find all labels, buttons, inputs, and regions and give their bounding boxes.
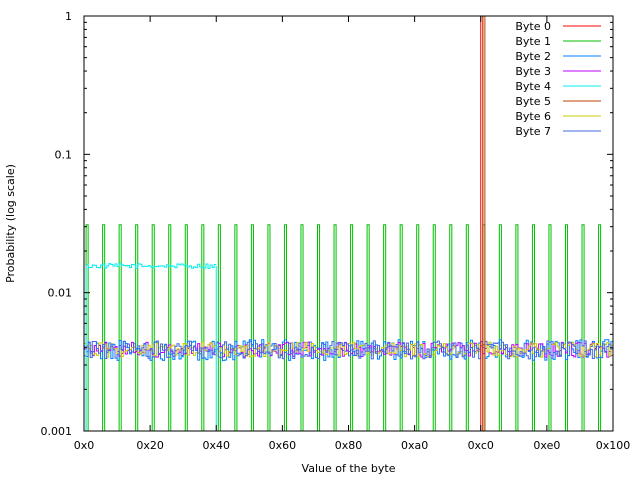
series-spike [201,224,205,431]
legend-label: Byte 5 [515,95,551,108]
x-tick-label: 0x0 [74,439,95,452]
series-spike [283,224,288,431]
y-tick-label: 0.01 [48,287,73,300]
legend-label: Byte 1 [515,35,551,48]
series-1 [85,224,602,431]
series-spike [151,224,155,431]
y-axis-label: Probability (log scale) [4,164,17,283]
series-4-edges [85,265,217,431]
series-spike [317,224,321,431]
series-spike [383,224,387,431]
series-spike [416,224,420,431]
series-spike [184,224,188,431]
legend-label: Byte 2 [515,50,551,63]
series-spike [366,224,370,431]
series-spike [118,224,122,431]
series-spike [333,224,337,431]
legend-label: Byte 3 [515,65,551,78]
x-tick-label: 0xc0 [468,439,494,452]
y-tick-label: 1 [65,10,72,23]
x-tick-label: 0x100 [596,439,631,452]
ticks-layer: 0.001 0.01 0.1 1 0x0 0x20 0x40 0x60 0x80 0xa0 0xc0… [41,10,631,452]
x-tick-label: 0x40 [202,439,230,452]
plot-frame [83,15,614,432]
legend-label: Byte 0 [515,20,551,33]
series-spike [482,15,486,431]
x-tick-label: 0x60 [269,439,297,452]
series-spike [168,224,172,431]
series-spike [449,224,453,431]
series-spike [350,224,354,431]
x-tick-label: 0xe0 [533,439,560,452]
legend-label: Byte 7 [515,125,551,138]
legend-label: Byte 6 [515,110,551,123]
series-spike [217,224,221,431]
series-spike [234,224,238,431]
series-spike [531,224,535,431]
series-spike [135,224,139,431]
series-spike [267,224,271,431]
data-layer [84,15,613,431]
series-spike [399,224,403,431]
series-spike [498,224,502,431]
series-spike [102,224,106,431]
y-tick-label: 0.001 [41,425,73,438]
series-4-line [86,263,217,269]
x-tick-label: 0xa0 [401,439,428,452]
series-spike [515,224,519,431]
series-spike [598,224,602,431]
x-tick-label: 0x80 [335,439,363,452]
series-spike [564,224,569,431]
series-spike [581,224,585,431]
series-spike [432,224,436,431]
series-spike [300,224,304,431]
series-7-line [84,340,613,360]
legend: Byte 0 Byte 1 Byte 2 Byte 3 Byte 4 Byte 5 Byte… [515,20,601,138]
series-spike [250,224,254,431]
y-tick-label: 0.1 [55,148,73,161]
series-spike [548,224,552,431]
legend-label: Byte 4 [515,80,551,93]
series-spike [465,224,469,431]
series-5 [482,15,486,431]
x-axis-label: Value of the byte [302,462,396,475]
x-tick-label: 0x20 [136,439,164,452]
